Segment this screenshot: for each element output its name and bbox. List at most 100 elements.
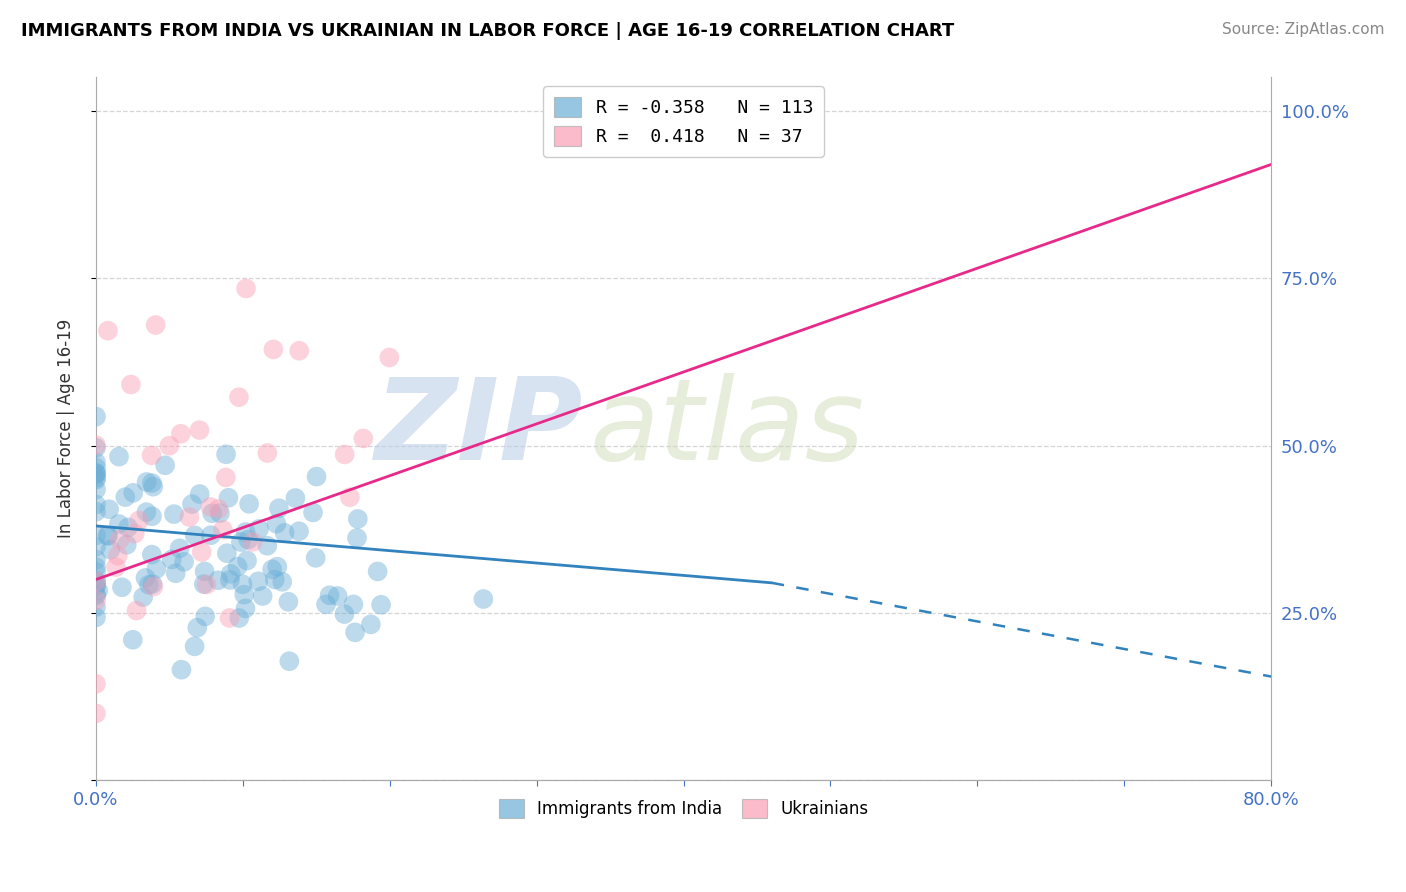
Point bbox=[190, 545, 212, 559]
Point bbox=[111, 580, 134, 594]
Point bbox=[114, 490, 136, 504]
Point bbox=[347, 512, 370, 526]
Point bbox=[96, 528, 118, 542]
Point bbox=[84, 589, 107, 603]
Point bbox=[367, 565, 389, 579]
Point bbox=[181, 497, 204, 511]
Point bbox=[242, 534, 264, 549]
Point bbox=[262, 343, 284, 357]
Point bbox=[207, 502, 229, 516]
Point bbox=[142, 480, 165, 494]
Point bbox=[236, 553, 259, 567]
Point bbox=[124, 526, 146, 541]
Point bbox=[108, 533, 131, 547]
Point bbox=[135, 475, 157, 489]
Point bbox=[278, 654, 301, 668]
Point bbox=[339, 490, 361, 504]
Point bbox=[160, 552, 183, 566]
Point bbox=[378, 351, 401, 365]
Point bbox=[226, 559, 249, 574]
Point bbox=[141, 509, 163, 524]
Point bbox=[228, 611, 250, 625]
Point bbox=[141, 448, 163, 462]
Point bbox=[333, 607, 356, 621]
Point bbox=[97, 324, 120, 338]
Point bbox=[84, 409, 107, 424]
Point bbox=[183, 528, 205, 542]
Point bbox=[84, 505, 107, 519]
Point bbox=[186, 621, 208, 635]
Point bbox=[84, 466, 107, 480]
Point bbox=[84, 579, 107, 593]
Point bbox=[84, 706, 107, 721]
Point bbox=[333, 447, 356, 461]
Point bbox=[233, 588, 256, 602]
Point bbox=[120, 377, 142, 392]
Point bbox=[315, 598, 337, 612]
Point bbox=[215, 546, 238, 560]
Point bbox=[84, 574, 107, 589]
Point bbox=[193, 577, 215, 591]
Point bbox=[302, 505, 325, 519]
Point bbox=[84, 565, 107, 579]
Point bbox=[84, 455, 107, 469]
Point bbox=[288, 524, 311, 539]
Point bbox=[128, 514, 150, 528]
Point bbox=[97, 529, 120, 543]
Point bbox=[200, 528, 222, 542]
Point bbox=[370, 598, 392, 612]
Point bbox=[84, 466, 107, 480]
Point bbox=[346, 531, 368, 545]
Point bbox=[215, 447, 238, 461]
Point bbox=[208, 506, 231, 520]
Point bbox=[173, 555, 195, 569]
Point bbox=[170, 663, 193, 677]
Text: IMMIGRANTS FROM INDIA VS UKRAINIAN IN LABOR FORCE | AGE 16-19 CORRELATION CHART: IMMIGRANTS FROM INDIA VS UKRAINIAN IN LA… bbox=[21, 22, 955, 40]
Point bbox=[229, 535, 252, 549]
Point bbox=[263, 573, 285, 587]
Point bbox=[188, 487, 211, 501]
Point bbox=[163, 507, 186, 521]
Point bbox=[84, 599, 107, 614]
Point bbox=[170, 426, 193, 441]
Point bbox=[115, 538, 138, 552]
Point bbox=[84, 441, 107, 455]
Point bbox=[169, 541, 191, 556]
Point bbox=[266, 516, 288, 531]
Point bbox=[252, 589, 274, 603]
Point bbox=[201, 506, 224, 520]
Point bbox=[165, 566, 187, 581]
Point bbox=[84, 560, 107, 574]
Point bbox=[238, 497, 260, 511]
Point bbox=[183, 640, 205, 654]
Point bbox=[121, 632, 143, 647]
Point bbox=[108, 450, 131, 464]
Point bbox=[194, 565, 217, 579]
Point bbox=[107, 549, 129, 563]
Point bbox=[84, 498, 107, 512]
Text: atlas: atlas bbox=[589, 374, 865, 484]
Point bbox=[179, 510, 201, 524]
Point bbox=[84, 552, 107, 566]
Point bbox=[153, 458, 176, 473]
Point bbox=[267, 501, 290, 516]
Point bbox=[84, 610, 107, 624]
Point bbox=[344, 625, 367, 640]
Point bbox=[84, 579, 107, 593]
Point bbox=[277, 595, 299, 609]
Point bbox=[326, 589, 349, 603]
Point bbox=[266, 559, 288, 574]
Point bbox=[247, 574, 270, 589]
Point bbox=[273, 525, 295, 540]
Point bbox=[247, 522, 270, 536]
Point bbox=[194, 609, 217, 624]
Text: ZIP: ZIP bbox=[375, 374, 583, 484]
Point bbox=[141, 577, 163, 591]
Point bbox=[125, 603, 148, 617]
Point bbox=[84, 460, 107, 475]
Point bbox=[134, 571, 156, 585]
Point bbox=[84, 575, 107, 590]
Point bbox=[218, 611, 240, 625]
Point bbox=[211, 523, 233, 537]
Point bbox=[145, 562, 167, 576]
